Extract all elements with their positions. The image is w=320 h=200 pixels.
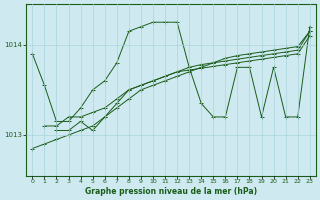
X-axis label: Graphe pression niveau de la mer (hPa): Graphe pression niveau de la mer (hPa) [85, 187, 257, 196]
